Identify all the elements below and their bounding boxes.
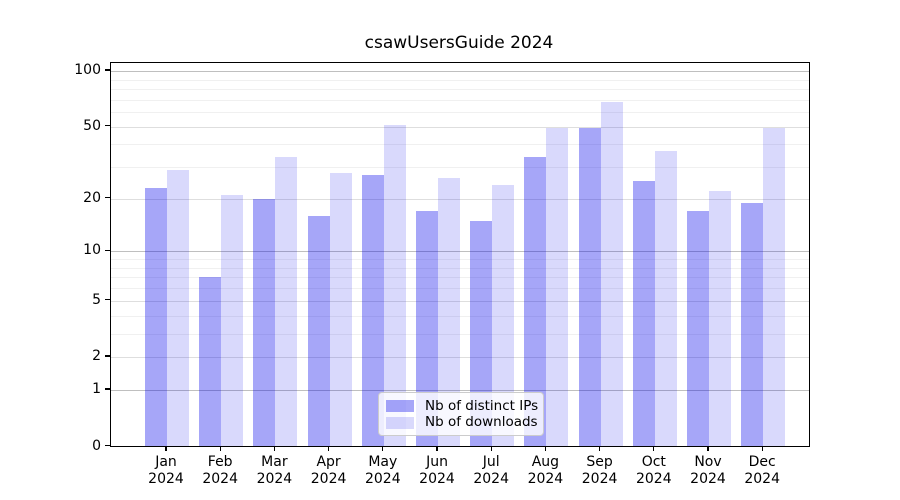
y-tick-10: [105, 249, 110, 252]
bar-ips-dec: [741, 202, 764, 446]
y-tick-label-50: 50: [83, 117, 101, 134]
bar-downloads-mar: [275, 157, 298, 446]
legend: Nb of distinct IPs Nb of downloads: [378, 392, 544, 436]
gridline-50: [111, 126, 809, 128]
legend-label-distinct-ips: Nb of distinct IPs: [425, 397, 539, 414]
y-tick-5: [105, 299, 110, 301]
x-tick-sep: [598, 446, 601, 452]
bar-ips-may: [361, 175, 384, 446]
x-tick-label-aug: Aug 2024: [527, 454, 564, 487]
legend-entry-downloads: Nb of downloads: [386, 415, 538, 432]
bar-ips-mar: [253, 198, 276, 446]
gridline-8: [111, 267, 809, 269]
bar-downloads-dec: [763, 128, 786, 446]
x-tick-label-apr: Apr 2024: [310, 454, 347, 487]
gridline-70: [111, 99, 809, 101]
gridline-30: [111, 167, 809, 169]
y-tick-0: [105, 444, 110, 447]
x-tick-label-mar: Mar 2024: [256, 454, 293, 487]
bar-downloads-nov: [709, 191, 731, 446]
gridline-20: [111, 198, 809, 200]
y-tick-label-0: 0: [92, 437, 101, 454]
y-tick-1: [105, 388, 110, 390]
gridline-90: [111, 79, 809, 81]
x-tick-aug: [544, 446, 547, 452]
gridline-4: [111, 315, 809, 317]
bar-ips-jul: [470, 220, 493, 446]
x-tick-jul: [490, 446, 492, 452]
y-tick-20: [105, 197, 110, 199]
gridline-60: [111, 112, 809, 113]
x-tick-dec: [761, 446, 763, 452]
legend-label-downloads: Nb of downloads: [425, 414, 538, 431]
gridline-3: [111, 333, 809, 335]
y-tick-label-100: 100: [74, 62, 101, 78]
bar-ips-aug: [524, 157, 547, 446]
gridline-100: [111, 71, 809, 72]
x-tick-label-nov: Nov 2024: [690, 454, 726, 487]
x-tick-label-dec: Dec 2024: [744, 454, 780, 487]
gridline-6: [111, 288, 809, 290]
y-tick-label-5: 5: [92, 291, 101, 308]
x-tick-label-jul: Jul 2024: [473, 454, 509, 487]
bar-ips-oct: [632, 181, 655, 446]
x-tick-label-jan: Jan 2024: [148, 454, 184, 487]
plot-area: [110, 62, 810, 447]
bar-downloads-apr: [329, 172, 352, 446]
bar-ips-apr: [307, 216, 330, 446]
y-tick-100: [105, 69, 110, 71]
x-tick-jan: [165, 446, 167, 452]
bar-downloads-jul: [492, 184, 515, 446]
x-tick-mar: [273, 446, 276, 452]
gridline-80: [111, 89, 809, 90]
x-tick-label-oct: Oct 2024: [635, 454, 672, 487]
y-tick-label-1: 1: [92, 381, 101, 398]
bar-ips-sep: [578, 128, 601, 446]
x-tick-may: [382, 446, 384, 452]
x-tick-apr: [327, 446, 330, 452]
bar-downloads-oct: [654, 150, 677, 446]
bar-ips-jun: [416, 211, 438, 446]
x-tick-label-sep: Sep 2024: [581, 454, 618, 487]
x-tick-label-feb: Feb 2024: [202, 454, 238, 487]
bar-downloads-jun: [438, 178, 460, 446]
gridline-10: [111, 251, 809, 253]
y-tick-label-20: 20: [83, 189, 101, 206]
bar-downloads-may: [383, 125, 406, 446]
legend-swatch-distinct-ips: [386, 400, 414, 413]
x-tick-label-may: May 2024: [364, 454, 401, 487]
bar-ips-feb: [199, 277, 222, 446]
x-tick-jun: [436, 446, 438, 452]
bar-ips-nov: [687, 211, 709, 446]
bar-downloads-feb: [221, 195, 244, 446]
bar-downloads-jan: [167, 169, 189, 446]
x-tick-feb: [219, 446, 221, 452]
x-tick-label-jun: Jun 2024: [419, 454, 455, 487]
gridline-7: [111, 277, 809, 279]
gridline-1: [111, 390, 809, 392]
legend-swatch-downloads: [386, 416, 414, 429]
gridline-40: [111, 144, 809, 146]
gridline-9: [111, 259, 809, 261]
y-tick-label-2: 2: [92, 348, 101, 365]
gridline-2: [111, 357, 809, 359]
x-tick-nov: [707, 446, 709, 452]
y-tick-2: [105, 355, 110, 357]
y-tick-label-10: 10: [83, 242, 101, 259]
legend-entry-distinct-ips: Nb of distinct IPs: [386, 398, 538, 415]
x-tick-oct: [653, 446, 655, 452]
bar-downloads-sep: [600, 102, 623, 446]
gridline-5: [111, 300, 809, 302]
bar-ips-jan: [145, 187, 167, 446]
chart-title: csawUsersGuide 2024: [364, 33, 554, 53]
bar-downloads-aug: [546, 128, 569, 446]
y-tick-50: [105, 124, 110, 127]
